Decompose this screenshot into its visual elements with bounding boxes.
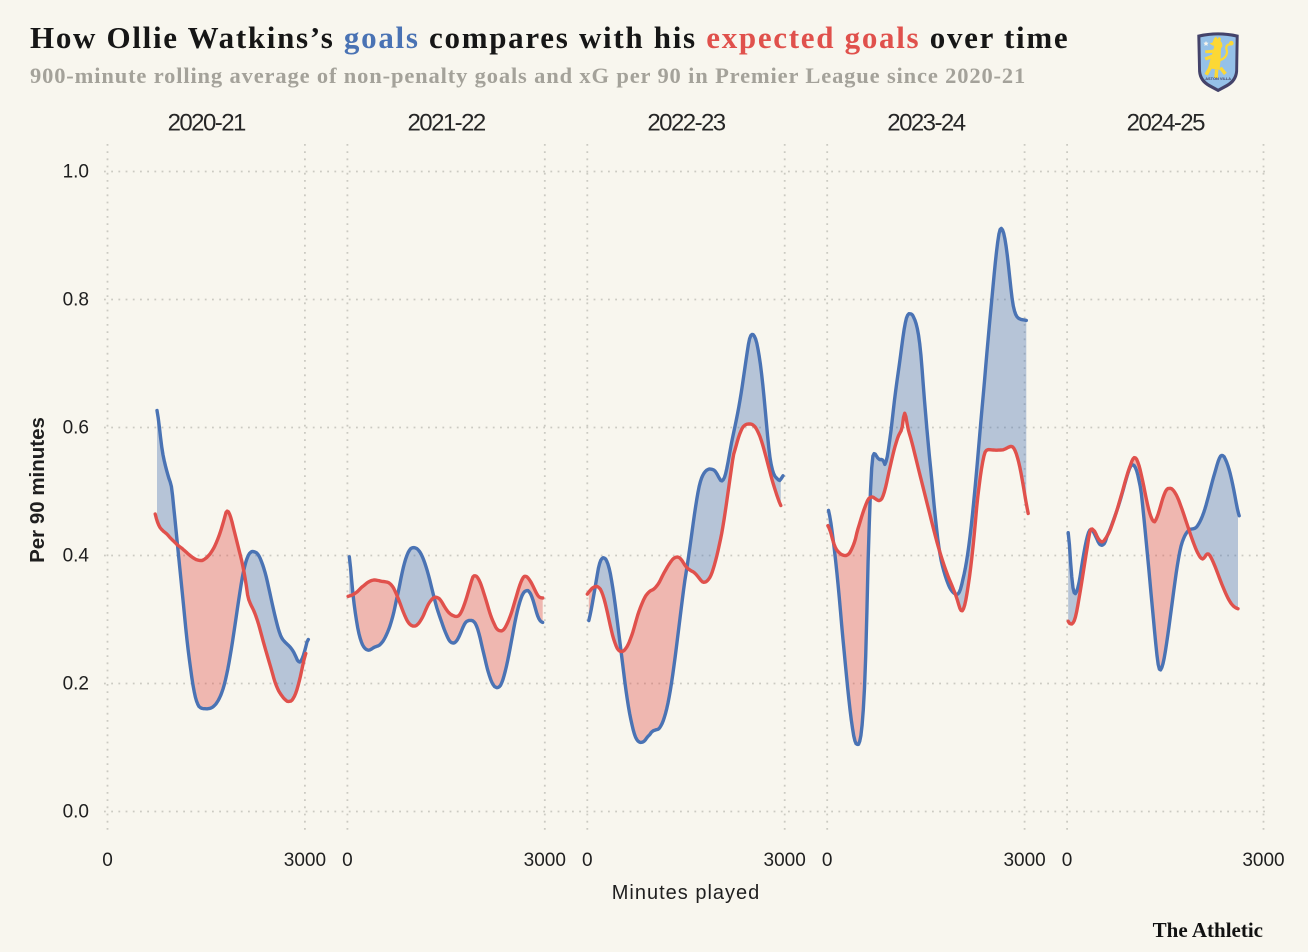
svg-text:2023-24: 2023-24 xyxy=(887,110,965,137)
svg-text:2022-23: 2022-23 xyxy=(647,110,725,137)
svg-text:3000: 3000 xyxy=(1242,850,1284,871)
svg-text:2024-25: 2024-25 xyxy=(1127,110,1205,137)
svg-text:0: 0 xyxy=(1062,850,1073,871)
svg-text:0.8: 0.8 xyxy=(63,290,89,311)
svg-text:0: 0 xyxy=(822,850,833,871)
svg-text:0.4: 0.4 xyxy=(63,546,90,567)
svg-text:3000: 3000 xyxy=(764,850,806,871)
svg-text:3000: 3000 xyxy=(284,850,326,871)
svg-text:0.6: 0.6 xyxy=(63,418,89,439)
svg-text:Per 90 minutes: Per 90 minutes xyxy=(26,417,49,563)
svg-text:0.0: 0.0 xyxy=(63,802,89,823)
svg-text:The Athletic: The Athletic xyxy=(1153,918,1263,942)
svg-text:2020-21: 2020-21 xyxy=(168,110,246,137)
svg-text:0: 0 xyxy=(102,850,113,871)
svg-text:Minutes played: Minutes played xyxy=(612,882,761,904)
svg-text:3000: 3000 xyxy=(1003,850,1045,871)
svg-text:0: 0 xyxy=(582,850,593,871)
svg-text:2021-22: 2021-22 xyxy=(407,110,485,137)
svg-text:0.2: 0.2 xyxy=(63,674,89,695)
svg-text:1.0: 1.0 xyxy=(63,162,89,183)
svg-text:3000: 3000 xyxy=(524,850,566,871)
svg-text:ASTON VILLA: ASTON VILLA xyxy=(1205,76,1231,81)
svg-text:0: 0 xyxy=(342,850,353,871)
